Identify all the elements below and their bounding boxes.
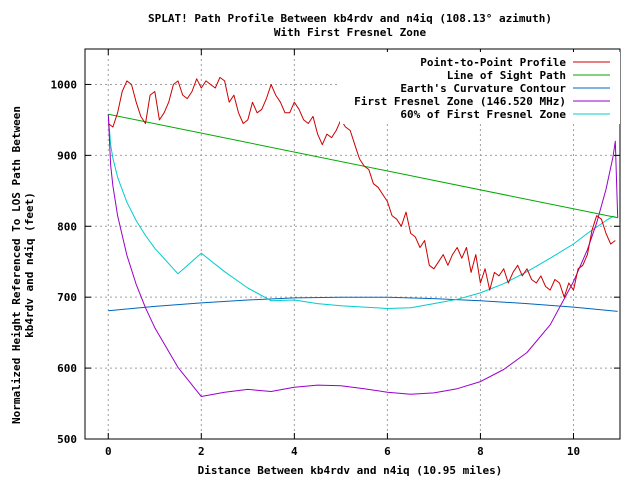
x-tick-label: 10 — [567, 445, 580, 458]
series-layer — [107, 76, 619, 397]
series-line-60-of-first-fresnel-zone — [107, 114, 618, 309]
legend-label: Earth's Curvature Contour — [400, 82, 566, 95]
y-tick-label: 600 — [57, 362, 77, 375]
y-tick-label: 900 — [57, 149, 77, 162]
y-tick-label: 500 — [57, 433, 77, 446]
series-line-earth-s-curvature-contour — [108, 296, 618, 312]
tick-layer: 0 2 4 6 8 10 500 600 700 800 900 1000 — [51, 49, 620, 458]
y-axis-label-line1: Normalized Height Referenced To LOS Path… — [10, 106, 23, 424]
y-axis-label-group: Normalized Height Referenced To LOS Path… — [10, 106, 36, 424]
chart-title-line2: With First Fresnel Zone — [274, 26, 427, 39]
x-tick-label: 0 — [105, 445, 112, 458]
x-tick-label: 6 — [384, 445, 391, 458]
plot-frame — [84, 48, 621, 440]
series-line-line-of-sight-path — [108, 113, 618, 219]
series-line-point-to-point-profile — [107, 76, 616, 298]
series-line-first-fresnel-zone-146-520-mhz — [107, 114, 619, 397]
legend-label: Point-to-Point Profile — [420, 56, 566, 69]
x-axis-label: Distance Between kb4rdv and n4iq (10.95 … — [198, 464, 503, 477]
x-tick-label: 2 — [198, 445, 205, 458]
x-tick-label: 8 — [477, 445, 484, 458]
legend-label: 60% of First Fresnel Zone — [400, 108, 566, 121]
title-group: SPLAT! Path Profile Between kb4rdv and n… — [148, 12, 552, 39]
legend-label: First Fresnel Zone (146.520 MHz) — [354, 95, 566, 108]
y-tick-label: 800 — [57, 220, 77, 233]
y-tick-label: 1000 — [51, 78, 78, 91]
legend-label: Line of Sight Path — [447, 69, 566, 82]
x-tick-label: 4 — [291, 445, 298, 458]
y-tick-label: 700 — [57, 291, 77, 304]
chart-title-line1: SPLAT! Path Profile Between kb4rdv and n… — [148, 12, 552, 25]
y-axis-label-line2: kb4rdv and n4iq (feet) — [23, 192, 36, 338]
